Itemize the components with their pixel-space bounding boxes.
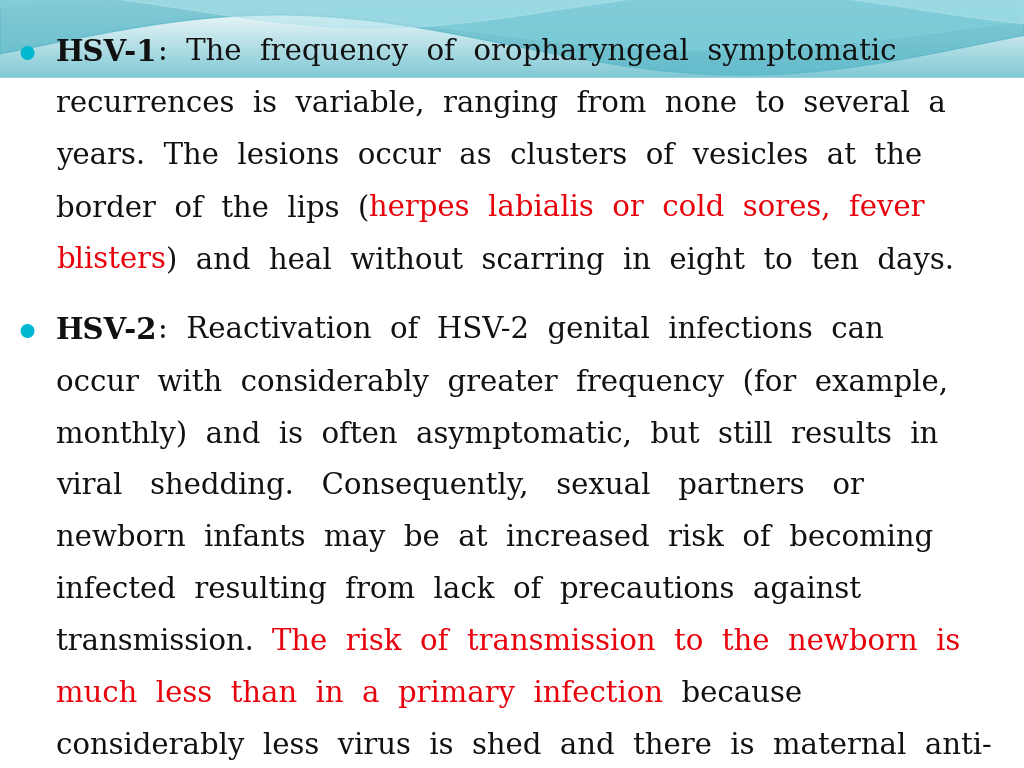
Text: border  of  the  lips  (: border of the lips ( [56, 194, 370, 223]
Text: considerably  less  virus  is  shed  and  there  is  maternal  anti-: considerably less virus is shed and ther… [56, 732, 992, 760]
Text: The  risk  of  transmission  to  the  newborn  is: The risk of transmission to the newborn … [272, 628, 961, 656]
Text: )  and  heal  without  scarring  in  eight  to  ten  days.: ) and heal without scarring in eight to … [166, 246, 954, 275]
Text: because: because [663, 680, 802, 708]
Text: recurrences  is  variable,  ranging  from  none  to  several  a: recurrences is variable, ranging from no… [56, 90, 946, 118]
Text: transmission.: transmission. [56, 628, 272, 656]
Text: infected  resulting  from  lack  of  precautions  against: infected resulting from lack of precauti… [56, 576, 861, 604]
Text: monthly)  and  is  often  asymptomatic,  but  still  results  in: monthly) and is often asymptomatic, but … [56, 420, 938, 449]
Text: HSV-1: HSV-1 [56, 38, 158, 67]
Text: :  Reactivation  of  HSV-2  genital  infections  can: : Reactivation of HSV-2 genital infectio… [158, 316, 884, 344]
Text: newborn  infants  may  be  at  increased  risk  of  becoming: newborn infants may be at increased risk… [56, 524, 933, 552]
Text: HSV-2: HSV-2 [56, 316, 158, 345]
Text: herpes  labialis  or  cold  sores,  fever: herpes labialis or cold sores, fever [370, 194, 925, 222]
Text: •: • [14, 38, 39, 76]
Text: •: • [14, 316, 39, 354]
Text: occur  with  considerably  greater  frequency  (for  example,: occur with considerably greater frequenc… [56, 368, 948, 397]
Text: much  less  than  in  a  primary  infection: much less than in a primary infection [56, 680, 663, 708]
Text: blisters: blisters [56, 246, 166, 274]
Text: viral   shedding.   Consequently,   sexual   partners   or: viral shedding. Consequently, sexual par… [56, 472, 864, 500]
Text: :  The  frequency  of  oropharyngeal  symptomatic: : The frequency of oropharyngeal symptom… [158, 38, 896, 66]
Text: years.  The  lesions  occur  as  clusters  of  vesicles  at  the: years. The lesions occur as clusters of … [56, 142, 923, 170]
Bar [0, 78, 1024, 768]
